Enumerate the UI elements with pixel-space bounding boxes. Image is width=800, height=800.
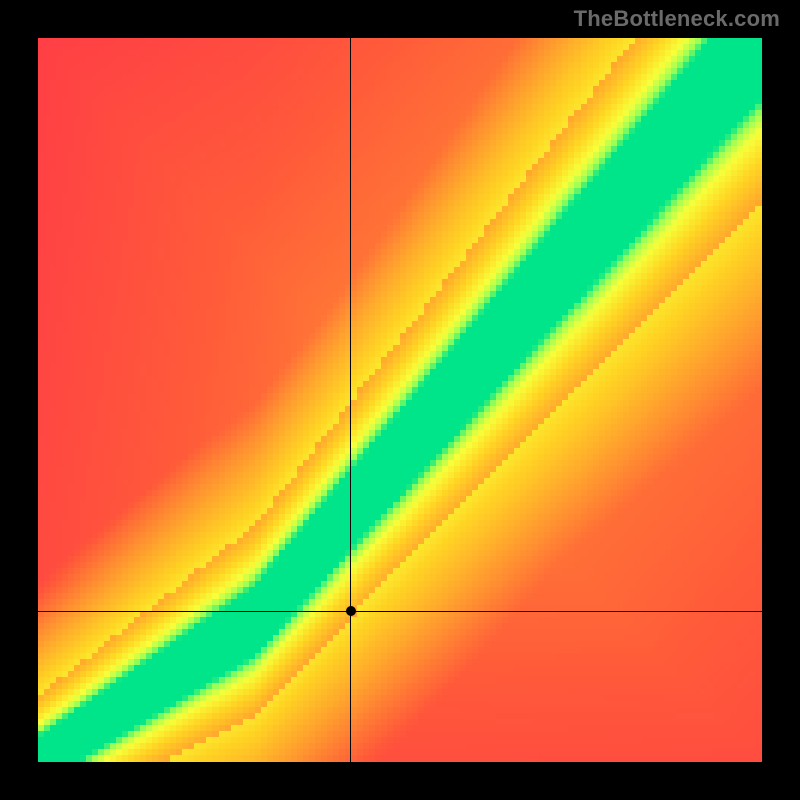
crosshair-vertical — [350, 38, 351, 762]
plot-area — [38, 38, 762, 762]
watermark-text: TheBottleneck.com — [574, 6, 780, 32]
chart-root: TheBottleneck.com — [0, 0, 800, 800]
crosshair-horizontal — [38, 611, 762, 612]
heatmap-canvas — [38, 38, 762, 762]
